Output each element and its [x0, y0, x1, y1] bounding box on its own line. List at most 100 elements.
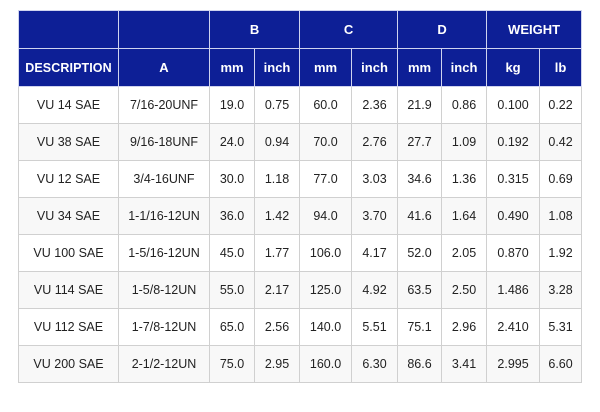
cell-c-inch: 3.03	[351, 160, 399, 198]
cell-description: VU 112 SAE	[18, 308, 119, 346]
cell-d-inch: 1.09	[441, 123, 488, 161]
cell-weight-lb: 0.22	[539, 86, 583, 124]
cell-d-inch: 2.50	[441, 271, 488, 309]
header-weight-kg: kg	[486, 48, 541, 87]
cell-d-inch: 2.05	[441, 234, 488, 272]
cell-description: VU 12 SAE	[18, 160, 119, 198]
cell-c-inch: 2.36	[351, 86, 399, 124]
table-header: B C D WEIGHT DESCRIPTION A mm inch mm in…	[18, 10, 583, 87]
cell-d-inch: 3.41	[441, 345, 488, 383]
header-d-mm: mm	[397, 48, 443, 87]
cell-weight-lb: 0.42	[539, 123, 583, 161]
cell-c-inch: 2.76	[351, 123, 399, 161]
header-c-mm: mm	[299, 48, 353, 87]
table-row: VU 100 SAE 1-5/16-12UN 45.0 1.77 106.0 4…	[18, 234, 583, 272]
cell-weight-kg: 2.410	[486, 308, 541, 346]
cell-b-mm: 65.0	[209, 308, 255, 346]
cell-d-mm: 41.6	[397, 197, 443, 235]
header-group-b: B	[208, 10, 301, 49]
cell-b-mm: 30.0	[209, 160, 255, 198]
cell-d-inch: 2.96	[441, 308, 488, 346]
header-group-c: C	[299, 10, 399, 49]
cell-description: VU 200 SAE	[18, 345, 119, 383]
table-row: VU 38 SAE 9/16-18UNF 24.0 0.94 70.0 2.76…	[18, 123, 583, 161]
cell-description: VU 38 SAE	[18, 123, 119, 161]
cell-d-mm: 86.6	[397, 345, 443, 383]
table-body: VU 14 SAE 7/16-20UNF 19.0 0.75 60.0 2.36…	[18, 86, 583, 383]
cell-weight-lb: 0.69	[539, 160, 583, 198]
cell-weight-lb: 6.60	[539, 345, 583, 383]
table-row: VU 112 SAE 1-7/8-12UN 65.0 2.56 140.0 5.…	[18, 308, 583, 346]
header-group-weight: WEIGHT	[486, 10, 583, 49]
cell-b-inch: 0.94	[253, 123, 301, 161]
spec-table: B C D WEIGHT DESCRIPTION A mm inch mm in…	[18, 10, 583, 383]
cell-description: VU 100 SAE	[18, 234, 119, 272]
cell-d-mm: 21.9	[397, 86, 443, 124]
table-row: VU 12 SAE 3/4-16UNF 30.0 1.18 77.0 3.03 …	[18, 160, 583, 198]
cell-d-mm: 27.7	[397, 123, 443, 161]
header-row-units: DESCRIPTION A mm inch mm inch mm inch kg…	[18, 48, 583, 87]
header-weight-lb: lb	[539, 48, 583, 87]
header-b-mm: mm	[209, 48, 255, 87]
cell-b-inch: 0.75	[253, 86, 301, 124]
cell-d-mm: 63.5	[397, 271, 443, 309]
cell-c-mm: 60.0	[299, 86, 353, 124]
cell-b-mm: 45.0	[209, 234, 255, 272]
cell-b-mm: 55.0	[209, 271, 255, 309]
cell-weight-kg: 1.486	[486, 271, 541, 309]
cell-d-mm: 34.6	[397, 160, 443, 198]
cell-b-mm: 19.0	[209, 86, 255, 124]
cell-weight-kg: 0.315	[486, 160, 541, 198]
cell-c-mm: 160.0	[299, 345, 353, 383]
cell-weight-kg: 2.995	[486, 345, 541, 383]
cell-description: VU 14 SAE	[18, 86, 119, 124]
cell-description: VU 34 SAE	[18, 197, 119, 235]
cell-a: 1-1/16-12UN	[118, 197, 210, 235]
cell-b-inch: 2.56	[253, 308, 301, 346]
table-row: VU 34 SAE 1-1/16-12UN 36.0 1.42 94.0 3.7…	[18, 197, 583, 235]
header-group-d: D	[397, 10, 488, 49]
cell-weight-lb: 1.08	[539, 197, 583, 235]
header-a: A	[118, 48, 210, 87]
cell-c-inch: 6.30	[351, 345, 399, 383]
spec-table-container: B C D WEIGHT DESCRIPTION A mm inch mm in…	[18, 10, 583, 383]
table-row: VU 114 SAE 1-5/8-12UN 55.0 2.17 125.0 4.…	[18, 271, 583, 309]
cell-d-mm: 52.0	[397, 234, 443, 272]
header-d-inch: inch	[441, 48, 488, 87]
cell-a: 7/16-20UNF	[118, 86, 210, 124]
cell-b-inch: 2.95	[253, 345, 301, 383]
cell-c-mm: 125.0	[299, 271, 353, 309]
cell-c-inch: 3.70	[351, 197, 399, 235]
header-description: DESCRIPTION	[18, 48, 119, 87]
cell-b-inch: 1.42	[253, 197, 301, 235]
cell-c-mm: 70.0	[299, 123, 353, 161]
table-row: VU 200 SAE 2-1/2-12UN 75.0 2.95 160.0 6.…	[18, 345, 583, 383]
cell-c-inch: 4.17	[351, 234, 399, 272]
cell-c-inch: 4.92	[351, 271, 399, 309]
header-b-inch: inch	[253, 48, 301, 87]
cell-weight-lb: 1.92	[539, 234, 583, 272]
cell-b-mm: 24.0	[209, 123, 255, 161]
cell-weight-kg: 0.192	[486, 123, 541, 161]
cell-b-mm: 75.0	[209, 345, 255, 383]
header-blank-cell	[118, 10, 210, 49]
table-row: VU 14 SAE 7/16-20UNF 19.0 0.75 60.0 2.36…	[18, 86, 583, 124]
header-blank-cell	[18, 10, 119, 49]
cell-c-inch: 5.51	[351, 308, 399, 346]
cell-d-mm: 75.1	[397, 308, 443, 346]
cell-d-inch: 0.86	[441, 86, 488, 124]
cell-weight-lb: 3.28	[539, 271, 583, 309]
cell-c-mm: 140.0	[299, 308, 353, 346]
cell-c-mm: 106.0	[299, 234, 353, 272]
cell-a: 9/16-18UNF	[118, 123, 210, 161]
header-c-inch: inch	[351, 48, 399, 87]
cell-c-mm: 77.0	[299, 160, 353, 198]
cell-description: VU 114 SAE	[18, 271, 119, 309]
cell-weight-kg: 0.490	[486, 197, 541, 235]
cell-a: 2-1/2-12UN	[118, 345, 210, 383]
header-row-groups: B C D WEIGHT	[18, 10, 583, 49]
cell-b-inch: 1.77	[253, 234, 301, 272]
cell-weight-kg: 0.870	[486, 234, 541, 272]
cell-weight-kg: 0.100	[486, 86, 541, 124]
cell-a: 3/4-16UNF	[118, 160, 210, 198]
